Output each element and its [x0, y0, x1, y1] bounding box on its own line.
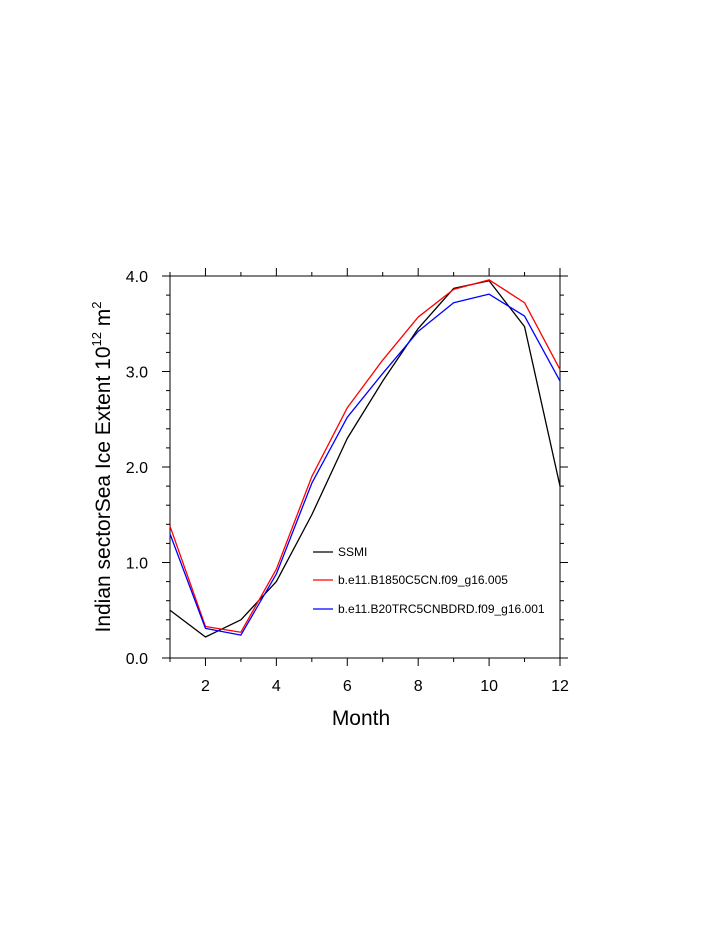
- series-lines: [169, 279, 561, 638]
- y-tick-label: 0.0: [126, 651, 148, 668]
- y-axis-title-unit-exponent: 2: [89, 301, 104, 308]
- x-tick-label: 8: [414, 678, 423, 695]
- y-tick-label: 1.0: [126, 556, 148, 573]
- legend-label: b.e11.B1850C5CN.f09_g16.005: [338, 573, 508, 587]
- plot-frame: [169, 275, 561, 659]
- y-tick-label: 3.0: [126, 365, 148, 382]
- y-tick-label: 4.0: [126, 269, 148, 286]
- legend-label: SSMI: [338, 545, 367, 559]
- x-tick-label: 12: [551, 678, 569, 695]
- tick-labels: 2 4 6 8 10 12 0.0 1.0 2.0 3.0 4.0: [126, 269, 569, 695]
- x-tick-label: 4: [272, 678, 281, 695]
- y-axis-title: Indian sectorSea Ice Extent 1012 m2: [89, 301, 115, 632]
- y-axis-title-main: Indian sectorSea Ice Extent 10: [92, 347, 115, 633]
- legend-label: b.e11.B20TRC5CNBDRD.f09_g16.001: [338, 602, 545, 616]
- y-axis-title-exponent: 12: [89, 332, 104, 346]
- x-axis-title: Month: [332, 707, 390, 730]
- legend: SSMI b.e11.B1850C5CN.f09_g16.005 b.e11.B20…: [313, 545, 545, 616]
- y-axis-title-unit: m: [92, 309, 115, 332]
- series-line-1: [169, 280, 561, 638]
- series-line-2: [169, 279, 561, 633]
- x-tick-label: 2: [201, 678, 210, 695]
- x-tick-label: 10: [480, 678, 498, 695]
- y-tick-label: 2.0: [126, 460, 148, 477]
- ticks: [162, 268, 568, 666]
- series-line-3: [169, 293, 561, 636]
- x-tick-label: 6: [343, 678, 352, 695]
